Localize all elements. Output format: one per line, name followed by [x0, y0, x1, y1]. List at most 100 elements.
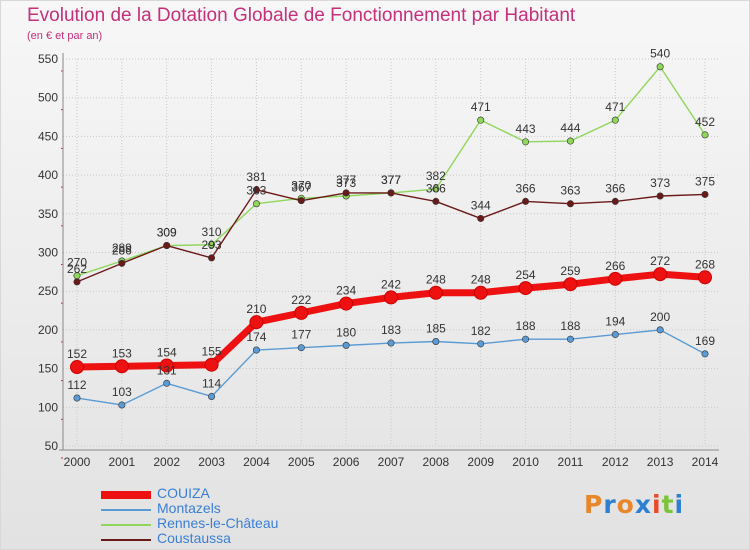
x-tick-label: 2012 — [602, 455, 629, 469]
data-label: 153 — [112, 346, 132, 360]
data-label: 377 — [336, 173, 356, 187]
data-point — [701, 190, 709, 198]
data-point — [522, 335, 530, 343]
data-point — [563, 277, 578, 292]
y-tick-label: 200 — [38, 323, 58, 337]
logo-letter: r — [603, 490, 617, 519]
data-point — [297, 344, 305, 352]
data-label: 377 — [381, 173, 401, 187]
data-point — [384, 290, 398, 305]
data-point — [387, 189, 395, 197]
data-label: 155 — [202, 345, 222, 359]
data-point — [566, 200, 574, 208]
data-label: 289 — [112, 241, 132, 255]
data-label: 363 — [560, 184, 580, 198]
y-tick-label: 100 — [38, 400, 58, 414]
data-label: 180 — [336, 325, 356, 339]
x-tick-label: 2013 — [647, 455, 674, 469]
data-point — [656, 326, 664, 334]
data-point — [611, 197, 619, 205]
data-label: 114 — [202, 376, 221, 390]
data-point — [477, 340, 485, 348]
data-label: 152 — [67, 347, 87, 361]
x-tick-label: 2000 — [64, 455, 91, 469]
data-point — [73, 394, 81, 402]
data-label: 443 — [516, 122, 536, 136]
x-tick-label: 2010 — [512, 455, 539, 469]
data-label: 382 — [426, 169, 446, 183]
data-label: 103 — [112, 385, 132, 399]
data-point — [249, 315, 264, 330]
data-label: 452 — [695, 115, 715, 129]
x-tick-label: 2014 — [692, 455, 719, 469]
data-label: 370 — [291, 178, 311, 192]
data-label: 188 — [516, 319, 536, 333]
data-label: 248 — [426, 273, 446, 287]
x-tick-label: 2003 — [198, 455, 225, 469]
y-tick-label: 250 — [38, 284, 58, 298]
data-label: 188 — [560, 319, 580, 333]
data-point — [118, 259, 126, 267]
y-tick-label: 350 — [38, 207, 58, 221]
proxiti-logo: Proxiti — [584, 490, 684, 519]
y-tick-label: 50 — [45, 439, 59, 453]
data-point — [252, 186, 260, 194]
data-label: 375 — [695, 174, 715, 188]
y-tick-label: 550 — [38, 52, 58, 66]
data-point — [611, 116, 619, 124]
legend-swatch — [101, 524, 151, 526]
data-label: 210 — [246, 302, 266, 316]
legend-swatch — [101, 491, 151, 499]
data-label: 366 — [605, 181, 625, 195]
data-point — [701, 131, 709, 139]
data-point — [522, 197, 530, 205]
data-label: 270 — [67, 256, 87, 270]
data-point — [656, 63, 664, 71]
data-label: 183 — [381, 323, 401, 337]
data-point — [208, 241, 216, 249]
data-label: 373 — [336, 176, 356, 190]
data-label: 471 — [471, 100, 491, 114]
y-tick-label: 150 — [38, 362, 58, 376]
data-point — [701, 350, 709, 358]
data-point — [611, 331, 619, 339]
data-point — [342, 341, 350, 349]
legend-label: COUIZA — [157, 485, 210, 501]
x-tick-label: 2006 — [333, 455, 360, 469]
data-label: 367 — [291, 181, 311, 195]
chart-subtitle: (en € et par an) — [27, 30, 103, 42]
data-point — [432, 185, 440, 193]
y-tick-label: 450 — [38, 129, 58, 143]
x-tick-label: 2004 — [243, 455, 270, 469]
y-tick-label: 400 — [38, 168, 58, 182]
data-point — [297, 197, 305, 205]
data-label: 366 — [516, 181, 536, 195]
chart-title: Evolution de la Dotation Globale de Fonc… — [27, 5, 576, 26]
data-label: 266 — [605, 259, 625, 273]
data-point — [159, 358, 174, 373]
x-tick-label: 2001 — [109, 455, 136, 469]
x-tick-label: 2005 — [288, 455, 315, 469]
data-label: 185 — [426, 322, 446, 336]
data-point — [522, 138, 530, 146]
data-label: 234 — [336, 284, 356, 298]
logo-letter: o — [616, 490, 635, 519]
data-point — [518, 281, 533, 296]
x-tick-label: 2009 — [467, 455, 494, 469]
data-label: 154 — [157, 346, 177, 360]
logo-letter: x — [634, 490, 652, 519]
legend-swatch — [101, 509, 151, 511]
data-point — [252, 200, 260, 208]
logo-letter: P — [584, 490, 604, 519]
data-point — [118, 401, 126, 409]
x-tick-label: 2008 — [423, 455, 450, 469]
legend-swatch — [101, 539, 151, 541]
data-label: 381 — [246, 170, 266, 184]
data-point — [114, 359, 129, 374]
legend-label: Coustaussa — [157, 530, 231, 546]
logo-letter: i — [674, 490, 685, 519]
data-point — [294, 305, 309, 320]
data-point — [204, 357, 219, 372]
